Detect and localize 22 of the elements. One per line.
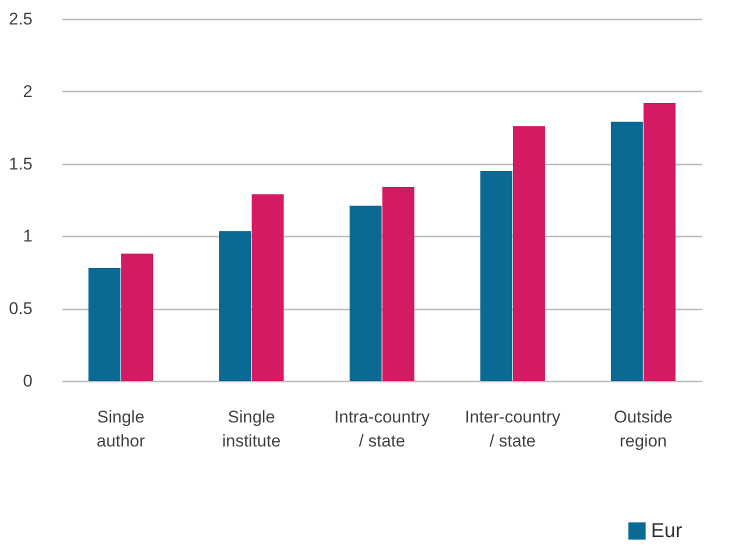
- x-tick-label: Single author: [96, 408, 146, 450]
- y-tick-label: 0.5: [8, 299, 32, 318]
- bar: [512, 126, 545, 381]
- y-tick-label: 2: [23, 82, 32, 101]
- x-tick-label: Intra-country / state: [334, 408, 430, 450]
- bar: [480, 171, 512, 381]
- x-tick-label: Single institute: [222, 408, 281, 450]
- bar: [350, 206, 382, 381]
- x-tick-label: Inter-country / state: [464, 408, 561, 450]
- bar: [252, 194, 284, 381]
- x-tick-label: Outside region: [614, 408, 673, 450]
- bar: [382, 186, 414, 381]
- bar: [644, 102, 676, 381]
- bar: [610, 122, 643, 381]
- y-tick-label: 2.5: [8, 10, 32, 28]
- y-tick-label: 1: [23, 226, 32, 246]
- y-tick-label: 0: [23, 372, 32, 390]
- bar: [121, 254, 154, 381]
- y-tick-label: 1.5: [8, 154, 32, 174]
- legend-label: Eur: [651, 520, 682, 542]
- bar: [219, 231, 252, 381]
- bar: [88, 268, 120, 381]
